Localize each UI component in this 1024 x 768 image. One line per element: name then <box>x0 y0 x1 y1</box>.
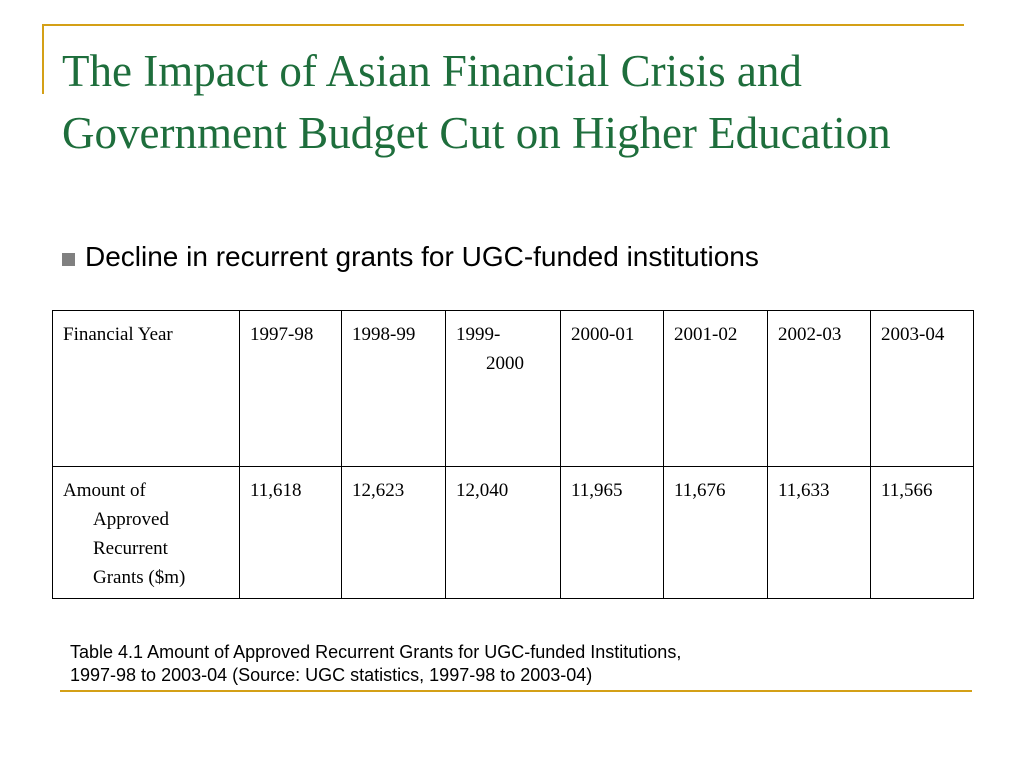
amount-label-line-3: Recurrent <box>93 538 168 559</box>
table-cell-year: 1997-98 <box>239 310 342 467</box>
table-caption: Table 4.1 Amount of Approved Recurrent G… <box>70 641 890 687</box>
table-cell-header-label: Financial Year <box>52 310 240 467</box>
table-cell-amount: 11,633 <box>767 466 871 599</box>
table-cell-amount: 12,623 <box>341 466 446 599</box>
table-row-financial-year: Financial Year 1997-98 1998-99 1999- 200… <box>52 310 974 467</box>
table-cell-year: 2003-04 <box>870 310 974 467</box>
table-row-amount: Amount of Approved Recurrent Grants ($m)… <box>52 466 974 599</box>
table-cell-year: 2001-02 <box>663 310 768 467</box>
accent-line-top <box>42 24 964 26</box>
caption-line-2: 1997-98 to 2003-04 (Source: UGC statisti… <box>70 665 593 685</box>
table-cell-year: 2000-01 <box>560 310 664 467</box>
year-part-1: 1999- <box>456 324 501 345</box>
table-cell-year: 1999- 2000 <box>445 310 561 467</box>
table-cell-amount: 11,566 <box>870 466 974 599</box>
accent-line-left <box>42 24 44 94</box>
square-bullet-icon <box>62 252 75 266</box>
amount-label-line-4: Grants ($m) <box>93 567 186 588</box>
table-cell-amount: 11,965 <box>560 466 664 599</box>
grants-table: Financial Year 1997-98 1998-99 1999- 200… <box>52 310 974 599</box>
table-cell-year: 1998-99 <box>341 310 446 467</box>
year-part-2: 2000 <box>486 353 524 374</box>
amount-label-line-1: Amount of <box>63 480 146 501</box>
bullet-text: Decline in recurrent grants for UGC-fund… <box>85 241 759 272</box>
table-cell-amount: 12,040 <box>445 466 561 599</box>
caption-line-1: Table 4.1 Amount of Approved Recurrent G… <box>70 642 682 662</box>
amount-label-line-2: Approved <box>93 509 169 530</box>
bullet-item: Decline in recurrent grants for UGC-fund… <box>62 241 759 273</box>
table-cell-amount: 11,676 <box>663 466 768 599</box>
table-cell-amount-label: Amount of Approved Recurrent Grants ($m) <box>52 466 240 599</box>
table-cell-amount: 11,618 <box>239 466 342 599</box>
slide-title: The Impact of Asian Financial Crisis and… <box>62 46 891 158</box>
table-cell-year: 2002-03 <box>767 310 871 467</box>
accent-line-bottom <box>60 690 972 692</box>
